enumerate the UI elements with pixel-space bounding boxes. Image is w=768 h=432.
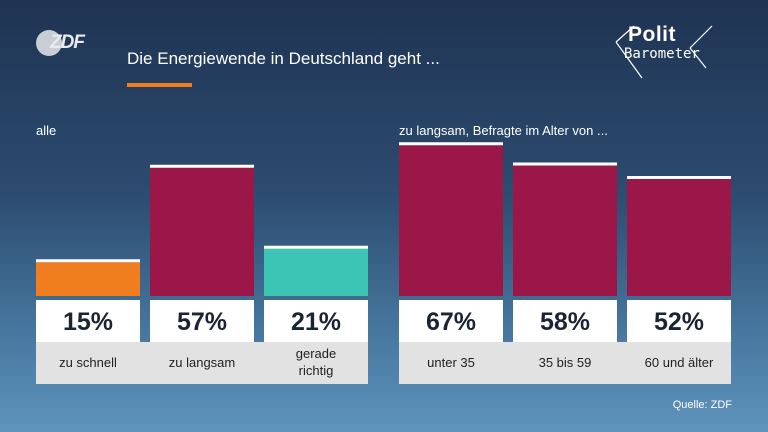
title-underline <box>127 83 192 87</box>
category-label-strip-all <box>36 342 368 384</box>
category-label: unter 35 <box>427 355 475 370</box>
category-label: richtig <box>299 363 334 378</box>
brand-barometer: Barometer <box>624 46 700 62</box>
brand-polit: Polit <box>628 23 676 46</box>
data-label: 15% <box>63 308 113 336</box>
chart-title: Die Energiewende in Deutschland geht ... <box>127 49 440 68</box>
bar-zu-langsam <box>150 167 254 296</box>
category-label: zu langsam <box>169 355 235 370</box>
value-box <box>36 300 140 342</box>
bar-cap <box>399 142 503 146</box>
bar-60-und-älter <box>627 179 731 296</box>
data-label: 52% <box>654 308 704 336</box>
zdf-logo-circle <box>36 30 62 56</box>
bar-cap <box>150 164 254 168</box>
bar-zu-schnell <box>36 262 140 296</box>
data-label: 67% <box>426 308 476 336</box>
category-label: 60 und älter <box>645 355 714 370</box>
category-label: gerade <box>296 346 336 361</box>
value-box <box>264 300 368 342</box>
value-box <box>513 300 617 342</box>
data-label: 57% <box>177 308 227 336</box>
source-note: Quelle: ZDF <box>672 399 732 411</box>
value-box <box>627 300 731 342</box>
category-label: zu schnell <box>59 355 117 370</box>
section-label-all: alle <box>36 123 57 138</box>
bar-cap <box>627 176 731 179</box>
zdf-logo: ZDF <box>36 30 88 56</box>
bar-gerade-richtig <box>264 248 368 296</box>
value-box <box>150 300 254 342</box>
value-box <box>399 300 503 342</box>
politbarometer-lines <box>615 25 713 79</box>
bar-unter-35 <box>399 145 503 296</box>
bar-cap <box>264 245 368 249</box>
data-label: 21% <box>291 308 341 336</box>
bar-cap <box>513 162 617 166</box>
politbarometer-logo: Polit Barometer <box>608 20 718 80</box>
zdf-logo-text: ZDF <box>50 32 85 53</box>
bar-cap <box>36 259 140 263</box>
section-label-age: zu langsam, Befragte im Alter von ... <box>399 123 608 138</box>
bar-35-bis-59 <box>513 165 617 296</box>
category-label: 35 bis 59 <box>539 355 592 370</box>
data-label: 58% <box>540 308 590 336</box>
category-label-strip-age <box>399 342 731 384</box>
